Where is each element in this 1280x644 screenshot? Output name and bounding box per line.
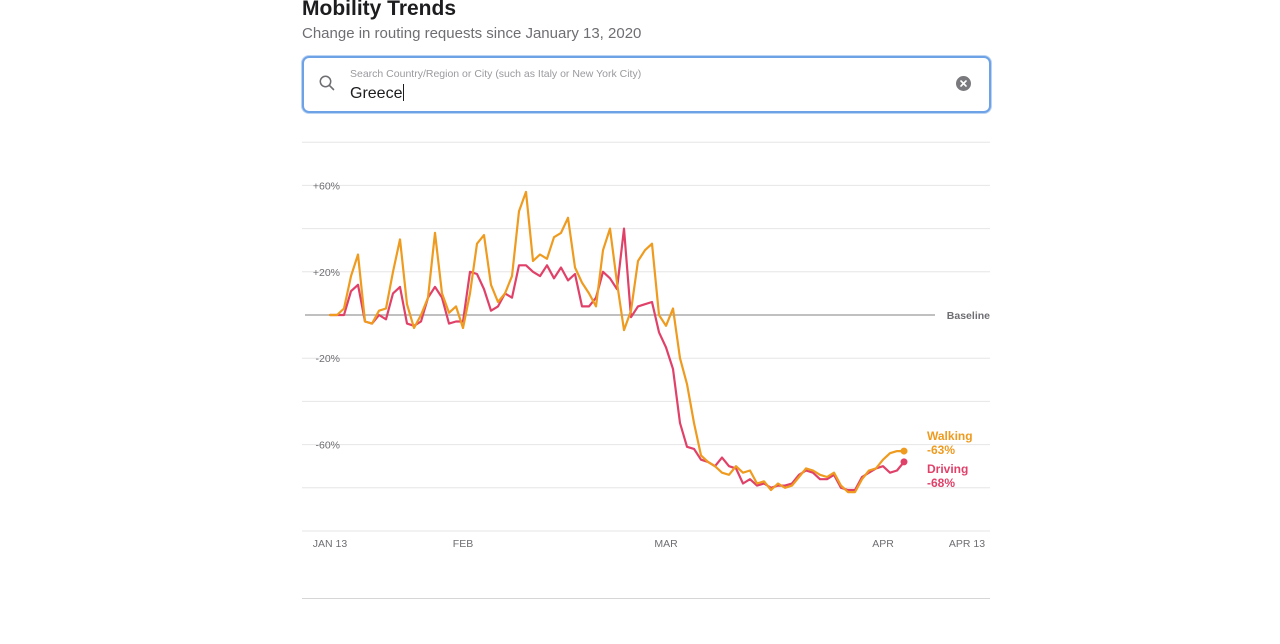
y-tick-label: -60% bbox=[315, 440, 340, 452]
series-line-driving bbox=[328, 227, 906, 492]
series-end-marker-driving bbox=[900, 458, 908, 466]
y-tick-label: -20% bbox=[315, 353, 340, 365]
series-label-walking: Walking bbox=[927, 429, 973, 443]
series-line-walking bbox=[328, 190, 906, 494]
search-input[interactable]: Search Country/Region or City (such as I… bbox=[302, 56, 991, 113]
clear-icon[interactable] bbox=[956, 76, 971, 91]
series-label-driving: Driving bbox=[927, 462, 968, 476]
page-title: Mobility Trends bbox=[302, 0, 457, 20]
x-tick-label: APR bbox=[872, 538, 894, 550]
series-value-walking: -63% bbox=[927, 443, 955, 457]
bottom-divider bbox=[302, 598, 990, 599]
search-icon bbox=[318, 74, 336, 92]
search-value[interactable]: Greece bbox=[350, 84, 405, 102]
series-end-marker-walking bbox=[900, 447, 908, 455]
baseline-label: Baseline bbox=[947, 310, 990, 322]
mobility-chart: Baseline +60% +20% -20% -60% JAN 13 FEB MAR APR A… bbox=[302, 141, 990, 550]
y-tick-label: +60% bbox=[313, 180, 340, 192]
search-placeholder: Search Country/Region or City (such as I… bbox=[350, 68, 642, 80]
x-tick-label: JAN 13 bbox=[313, 538, 348, 550]
page-subtitle: Change in routing requests since January… bbox=[302, 25, 642, 42]
text-caret bbox=[403, 84, 405, 101]
series-value-driving: -68% bbox=[927, 476, 955, 490]
x-tick-label: MAR bbox=[654, 538, 678, 550]
x-tick-label: FEB bbox=[453, 538, 473, 550]
x-tick-label: APR 13 bbox=[949, 538, 985, 550]
y-tick-label: +20% bbox=[313, 267, 340, 279]
